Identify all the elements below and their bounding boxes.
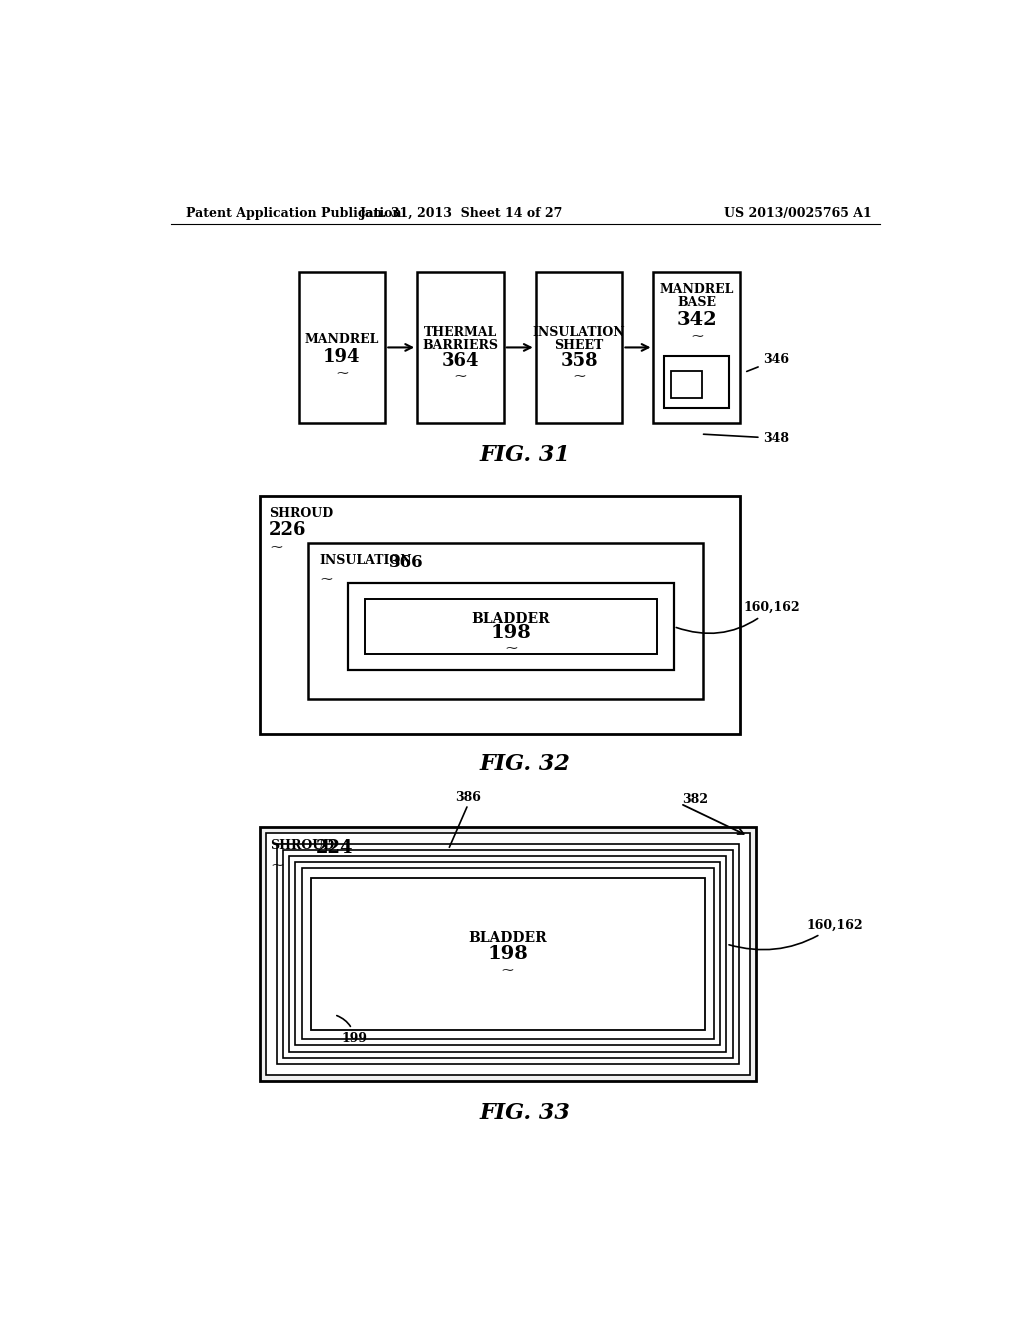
Text: 226: 226 (269, 521, 306, 539)
Text: 346: 346 (746, 354, 790, 371)
Bar (671, 371, 701, 397)
Bar (417, 272, 504, 422)
Bar (311, 878, 705, 1030)
Text: 199: 199 (337, 1015, 368, 1044)
Text: MANDREL: MANDREL (659, 282, 734, 296)
Text: FIG. 32: FIG. 32 (479, 752, 570, 775)
Text: SHROUD: SHROUD (270, 840, 335, 853)
Text: ~: ~ (454, 367, 468, 384)
Text: 194: 194 (324, 347, 360, 366)
Text: ~: ~ (270, 855, 285, 873)
Text: BARRIERS: BARRIERS (423, 339, 499, 351)
Text: US 2013/0025765 A1: US 2013/0025765 A1 (724, 207, 872, 220)
Bar (653, 272, 740, 422)
Text: INSULATION: INSULATION (532, 326, 626, 338)
Text: BASE: BASE (677, 296, 717, 309)
Bar (283, 850, 732, 1057)
Bar (302, 869, 714, 1039)
Text: 160,162: 160,162 (729, 919, 863, 949)
Text: ~: ~ (572, 367, 586, 384)
Text: ~: ~ (335, 363, 349, 380)
Text: MANDREL: MANDREL (305, 333, 379, 346)
Bar (665, 355, 729, 408)
Text: ~: ~ (269, 539, 283, 554)
Bar (308, 544, 703, 700)
Bar (348, 583, 674, 669)
Text: 198: 198 (490, 624, 531, 642)
Text: SHEET: SHEET (554, 339, 604, 351)
Bar (366, 599, 656, 655)
Text: ~: ~ (319, 570, 334, 586)
Text: 160,162: 160,162 (676, 601, 800, 634)
Text: 348: 348 (703, 432, 790, 445)
Text: THERMAL: THERMAL (424, 326, 497, 338)
Text: 382: 382 (682, 793, 708, 807)
Text: ~: ~ (501, 961, 515, 978)
Text: 198: 198 (487, 945, 528, 962)
Text: Patent Application Publication: Patent Application Publication (186, 207, 401, 220)
Text: Jan. 31, 2013  Sheet 14 of 27: Jan. 31, 2013 Sheet 14 of 27 (359, 207, 563, 220)
Text: 366: 366 (389, 554, 424, 572)
Bar (266, 833, 750, 1074)
Text: FIG. 31: FIG. 31 (479, 444, 570, 466)
Bar (299, 272, 385, 422)
Text: SHROUD: SHROUD (269, 507, 333, 520)
Text: INSULATION: INSULATION (319, 554, 412, 568)
Text: BLADDER: BLADDER (468, 932, 547, 945)
Bar (260, 826, 756, 1081)
Text: ~: ~ (690, 327, 703, 345)
Bar (276, 843, 738, 1064)
Text: 386: 386 (455, 791, 481, 804)
Text: 364: 364 (441, 351, 479, 370)
Text: 342: 342 (677, 312, 717, 329)
Text: 224: 224 (315, 840, 353, 857)
Text: ~: ~ (504, 639, 518, 656)
Bar (260, 496, 740, 734)
Text: FIG. 33: FIG. 33 (479, 1102, 570, 1125)
Bar (289, 855, 726, 1052)
Text: BLADDER: BLADDER (471, 612, 550, 626)
Text: 358: 358 (560, 351, 598, 370)
Bar (536, 272, 623, 422)
Bar (295, 862, 720, 1045)
